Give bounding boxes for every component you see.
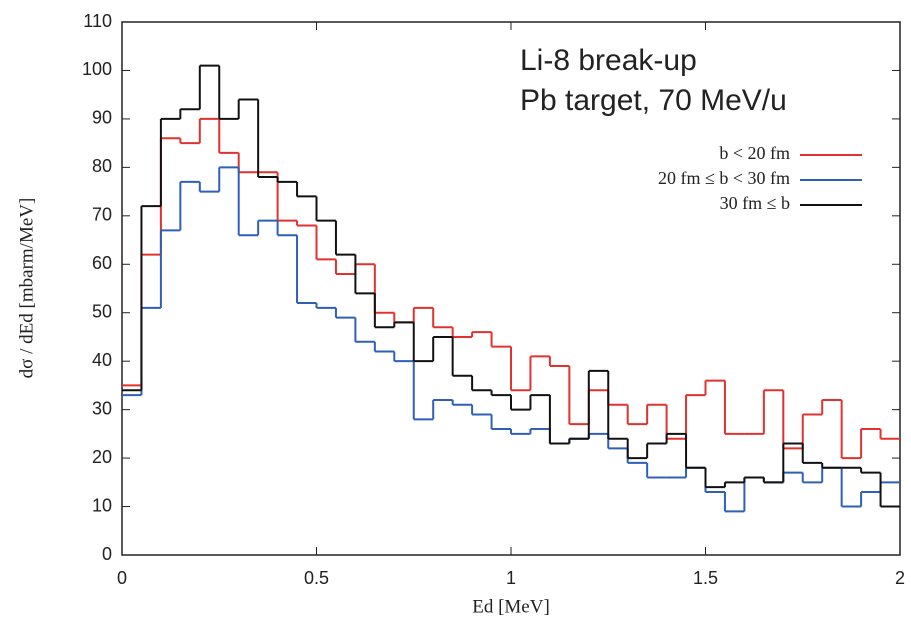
x-tick-label: 2 <box>895 568 905 588</box>
annotation: Li-8 break-up <box>520 44 697 77</box>
x-tick-label: 0.5 <box>304 568 329 588</box>
y-tick-label: 100 <box>82 59 112 79</box>
legend-label: 30 fm ≤ b <box>720 193 790 213</box>
annotation: Pb target, 70 MeV/u <box>520 84 787 117</box>
y-axis-label: dσ / dEd [mbarm/MeV] <box>16 198 37 379</box>
y-tick-label: 90 <box>92 108 112 128</box>
y-tick-label: 40 <box>92 350 112 370</box>
legend-label: 20 fm ≤ b < 30 fm <box>658 168 790 188</box>
y-tick-label: 60 <box>92 253 112 273</box>
y-tick-label: 80 <box>92 156 112 176</box>
legend-label: b < 20 fm <box>719 143 790 163</box>
x-tick-label: 1.5 <box>693 568 718 588</box>
y-tick-label: 70 <box>92 205 112 225</box>
y-tick-label: 0 <box>102 544 112 564</box>
y-tick-label: 50 <box>92 301 112 321</box>
y-tick-label: 110 <box>83 11 112 31</box>
y-tick-label: 10 <box>92 495 112 515</box>
y-tick-label: 20 <box>92 447 112 467</box>
x-tick-label: 0 <box>117 568 127 588</box>
x-axis-label: Ed [MeV] <box>472 596 550 617</box>
x-tick-label: 1 <box>506 568 516 588</box>
y-tick-label: 30 <box>92 398 112 418</box>
